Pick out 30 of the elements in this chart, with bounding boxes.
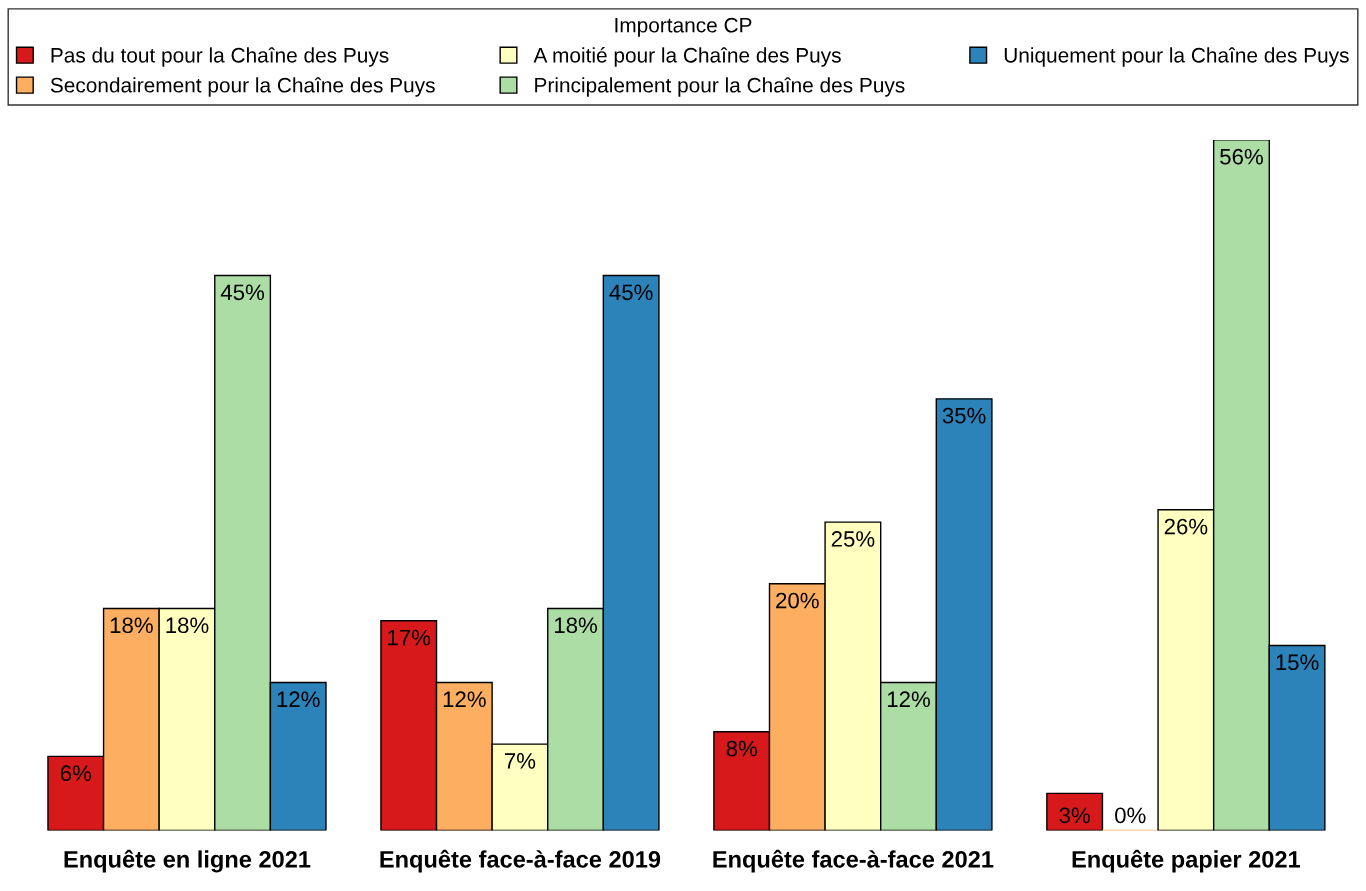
data-label: 25% xyxy=(831,531,875,547)
data-label: 6% xyxy=(60,765,92,782)
legend-title: Importance CP xyxy=(615,17,752,37)
data-label: 18% xyxy=(555,617,597,634)
data-label: 8% xyxy=(726,740,757,757)
data-label: 17% xyxy=(388,629,431,646)
data-label: 18% xyxy=(166,617,209,634)
data-label: 45% xyxy=(609,284,653,301)
data-label: 20% xyxy=(776,592,819,609)
data-label: 0% xyxy=(1115,807,1146,824)
data-label: 7% xyxy=(505,753,536,769)
data-label: 18% xyxy=(110,617,153,634)
data-label: 12% xyxy=(887,691,930,708)
data-label: 45% xyxy=(220,284,265,301)
legend-label: Uniquement pour la Chaîne des Puys xyxy=(1004,47,1349,67)
data-label: 26% xyxy=(1164,518,1208,535)
legend-label: Secondairement pour la Chaîne des Puys xyxy=(50,77,435,97)
data-label: 35% xyxy=(942,407,986,424)
x-tick-label: Enquête face-à-face 2021 xyxy=(713,849,994,873)
x-tick-label: Enquête papier 2021 xyxy=(1072,849,1301,873)
data-label: 3% xyxy=(1059,807,1090,824)
legend-label: A moitié pour la Chaîne des Puys xyxy=(533,47,841,67)
legend-label: Pas du tout pour la Chaîne des Puys xyxy=(51,47,389,67)
data-label: 56% xyxy=(1220,148,1263,165)
legend-label: Principalement pour la Chaîne des Puys xyxy=(535,77,905,97)
data-label: 12% xyxy=(443,691,486,708)
x-tick-label: Enquête face-à-face 2019 xyxy=(380,849,661,873)
data-label: 12% xyxy=(277,691,320,708)
data-label: 15% xyxy=(1276,654,1319,671)
x-tick-label: Enquête en ligne 2021 xyxy=(64,849,311,873)
